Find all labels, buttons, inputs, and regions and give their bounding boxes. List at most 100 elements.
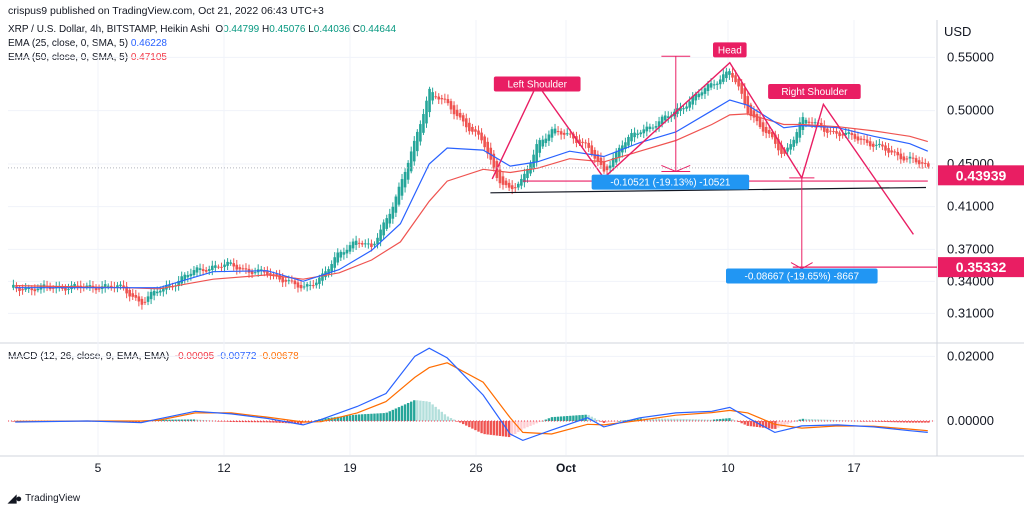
- candle-body: [743, 88, 747, 105]
- candle-body: [461, 115, 465, 122]
- macd-histogram-bar: [235, 421, 238, 423]
- candle-body: [232, 263, 236, 267]
- candle-body: [847, 132, 851, 134]
- candle-body: [269, 273, 272, 276]
- candle-body: [272, 274, 275, 276]
- macd-histogram-bar: [789, 421, 792, 424]
- macd-histogram-bar: [434, 406, 437, 422]
- pattern-label-box: [768, 83, 861, 99]
- macd-histogram-bar: [192, 419, 196, 422]
- macd-histogram-bar: [761, 421, 765, 428]
- candle-body: [920, 162, 924, 164]
- macd-histogram-bar: [823, 419, 826, 422]
- candle-body: [823, 125, 826, 132]
- candle-body: [336, 252, 340, 263]
- candle-body: [504, 180, 508, 186]
- candle-body: [881, 144, 884, 147]
- candle-body: [691, 96, 695, 105]
- candle-body: [211, 265, 214, 271]
- close-label: C: [352, 24, 360, 35]
- macd-histogram-bar: [452, 419, 456, 422]
- symbol-name: XRP / U.S. Dollar, 4h, BITSTAMP, Heikin …: [8, 24, 210, 35]
- price-tick-label: 0.37000: [947, 241, 994, 256]
- macd-histogram-bar: [416, 400, 419, 422]
- macd-histogram-bar: [550, 417, 554, 422]
- candle-body: [734, 75, 737, 83]
- candle-body: [826, 128, 829, 133]
- macd-histogram-bar: [339, 416, 343, 422]
- pattern-label-box: [493, 76, 581, 92]
- macd-histogram-bar: [670, 418, 673, 422]
- macd-histogram-bar: [333, 417, 336, 422]
- candle-body: [471, 126, 474, 132]
- macd-histogram-bar: [654, 418, 658, 422]
- measure-label-box: [726, 268, 878, 284]
- macd-tick-label: 0.00000: [947, 413, 994, 428]
- macd-histogram-bar: [171, 419, 174, 422]
- macd-histogram-bar: [618, 421, 621, 422]
- candle-body: [468, 122, 471, 132]
- candle-body: [755, 113, 759, 122]
- macd-histogram-bar: [440, 411, 443, 422]
- macd-histogram-bar: [413, 400, 416, 422]
- candle-body: [220, 266, 223, 268]
- candle-body: [474, 129, 477, 132]
- macd-histogram-bar: [679, 418, 682, 422]
- time-tick-label: Oct: [556, 461, 576, 475]
- candle-body: [642, 129, 646, 134]
- macd-histogram-bar: [816, 419, 820, 422]
- candle-body: [654, 126, 658, 128]
- macd-histogram-bar: [458, 421, 462, 423]
- candle-body: [666, 116, 670, 118]
- candle-body: [483, 136, 486, 148]
- macd-histogram-bar: [829, 419, 832, 422]
- candle-body: [893, 151, 896, 153]
- candle-body: [293, 280, 297, 285]
- macd-line: [15, 347, 928, 442]
- candle-body: [764, 126, 768, 134]
- candle-body: [351, 241, 355, 249]
- candle-body: [431, 92, 434, 101]
- macd-histogram-bar: [195, 419, 199, 422]
- candle-body: [201, 269, 205, 272]
- macd-histogram-bar: [783, 421, 786, 426]
- candle-body: [871, 143, 875, 147]
- candle-body: [645, 126, 649, 132]
- candle-body: [685, 106, 688, 109]
- macd-histogram-bar: [486, 421, 489, 435]
- candle-body: [774, 134, 777, 144]
- ema25-legend[interactable]: EMA (25, close, 0, SMA, 5) 0.46228: [8, 38, 167, 49]
- publisher-line: crispus9 published on TradingView.com, O…: [8, 5, 324, 17]
- macd-histogram-bar: [324, 418, 327, 422]
- candle-body: [740, 82, 743, 94]
- macd-histogram-bar: [480, 421, 483, 434]
- candle-body: [321, 273, 324, 281]
- macd-histogram-bar: [137, 421, 141, 423]
- tradingview-branding[interactable]: ◢● TradingView: [8, 492, 80, 505]
- candle-body: [168, 285, 171, 288]
- candle-body: [422, 114, 425, 133]
- macd-histogram-bar: [835, 420, 838, 422]
- macd-histogram-bar: [884, 421, 887, 422]
- macd-histogram-bar: [917, 421, 921, 423]
- candle-body: [596, 154, 600, 162]
- macd-histogram-bar: [449, 418, 453, 422]
- candle-body: [186, 275, 190, 278]
- candle-body: [36, 288, 40, 291]
- candle-body: [443, 98, 447, 100]
- macd-histogram-bar: [810, 419, 814, 422]
- macd-histogram-bar: [321, 418, 324, 422]
- candle-body: [624, 142, 627, 149]
- macd-histogram-bar: [688, 419, 691, 422]
- pattern-label: Right Shoulder: [781, 87, 848, 98]
- macd-histogram-bar: [826, 419, 829, 422]
- candle-body: [253, 272, 257, 274]
- candle-body: [627, 136, 630, 146]
- candle-body: [373, 243, 376, 246]
- candle-body: [342, 252, 346, 255]
- candle-body: [452, 105, 456, 115]
- macd-histogram-bar: [535, 421, 538, 424]
- macd-histogram-bar: [198, 419, 202, 422]
- macd-histogram-bar: [572, 415, 575, 422]
